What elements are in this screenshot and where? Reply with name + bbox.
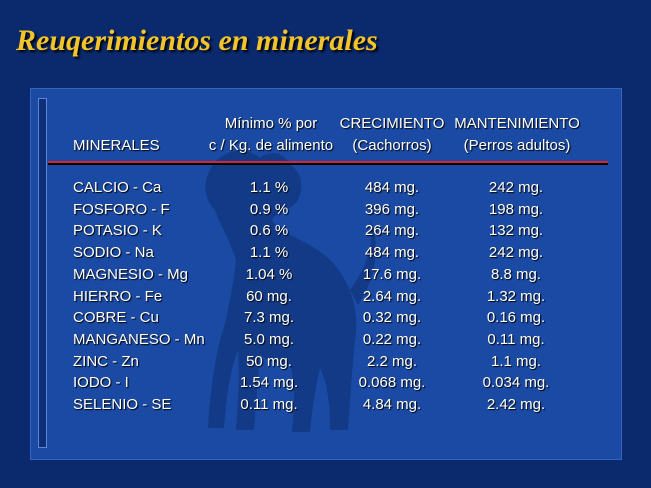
panel-side-bar [38,98,47,448]
header-crecimiento-line2: (Cachorros) [352,137,432,154]
cell-minimo: 60 mg. [246,288,292,305]
cell-crecimiento: 0.22 mg. [362,331,422,348]
cell-mineral: ZINC - Zn [73,353,139,370]
cell-mantenimiento: 2.42 mg. [486,396,546,413]
cell-crecimiento: 264 mg. [364,222,420,239]
cell-crecimiento: 0.068 mg. [358,374,426,391]
cell-minimo: 1.1 % [249,244,289,261]
cell-mineral: FOSFORO - F [73,201,170,218]
header-crecimiento-line1: CRECIMIENTO [339,115,445,132]
cell-mantenimiento: 1.1 mg. [490,353,542,370]
cell-mantenimiento: 242 mg. [488,244,544,261]
cell-crecimiento: 17.6 mg. [362,266,422,283]
cell-minimo: 0.6 % [249,222,289,239]
cell-mantenimiento: 0.034 mg. [482,374,550,391]
header-mantenimiento-line2: (Perros adultos) [463,137,571,154]
cell-mineral: SELENIO - SE [73,396,172,413]
cell-mantenimiento: 8.8 mg. [490,266,542,283]
cell-crecimiento: 2.2 mg. [366,353,418,370]
cell-crecimiento: 484 mg. [364,179,420,196]
cell-mineral: CALCIO - Ca [73,179,162,196]
cell-mantenimiento: 1.32 mg. [486,288,546,305]
cell-crecimiento: 2.64 mg. [362,288,422,305]
cell-mantenimiento: 0.16 mg. [486,309,546,326]
cell-mantenimiento: 242 mg. [488,179,544,196]
cell-mineral: MAGNESIO - Mg [73,266,189,283]
cell-minimo: 1.1 % [249,179,289,196]
cell-crecimiento: 4.84 mg. [362,396,422,413]
cell-minimo: 0.9 % [249,201,289,218]
header-minimo-line2: c / Kg. de alimento [208,137,334,154]
header-divider-red [48,161,608,163]
cell-crecimiento: 484 mg. [364,244,420,261]
cell-mantenimiento: 198 mg. [488,201,544,218]
cell-minimo: 5.0 mg. [243,331,295,348]
header-minerales: MINERALES [73,137,160,154]
header-minimo-line1: Mínimo % por [224,115,318,132]
cell-mantenimiento: 0.11 mg. [487,331,545,348]
slide-title: Reuqerimientos en minerales [16,24,378,57]
cell-minimo: 7.3 mg. [243,309,295,326]
cell-minimo: 1.54 mg. [239,374,299,391]
cell-mineral: POTASIO - K [73,222,162,239]
cell-minimo: 0.11 mg. [240,396,298,413]
cell-mantenimiento: 132 mg. [488,222,544,239]
cell-minimo: 50 mg. [246,353,292,370]
cell-mineral: COBRE - Cu [73,309,159,326]
cell-mineral: HIERRO - Fe [73,288,163,305]
cell-mineral: MANGANESO - Mn [73,331,205,348]
cell-mineral: SODIO - Na [73,244,154,261]
cell-crecimiento: 396 mg. [364,201,420,218]
dog-silhouette-icon [205,150,376,432]
cell-crecimiento: 0.32 mg. [362,309,422,326]
cell-mineral: IODO - I [73,374,129,391]
header-mantenimiento-line1: MANTENIMIENTO [454,115,580,132]
cell-minimo: 1.04 % [245,266,293,283]
header-divider-shadow [48,163,608,165]
